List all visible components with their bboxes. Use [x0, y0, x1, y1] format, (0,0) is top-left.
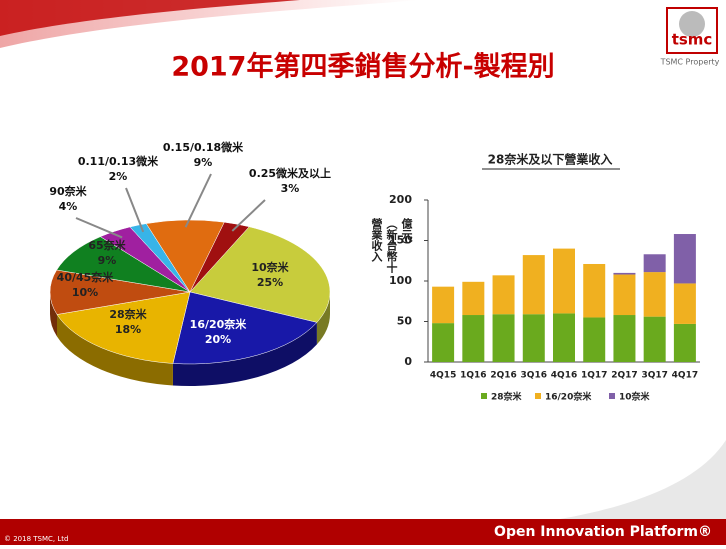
pie-value-label: 20% [205, 333, 231, 346]
x-tick-label: 2Q17 [611, 371, 637, 381]
x-tick-label: 3Q17 [641, 371, 667, 381]
bar-segment [462, 315, 485, 362]
pie-slice [145, 219, 225, 293]
pie-label: 16/20奈米 [190, 317, 248, 331]
y-tick-label: 200 [389, 193, 412, 206]
x-tick-label: 3Q16 [521, 371, 547, 381]
y-tick-label: 150 [389, 234, 412, 247]
pie-label: 0.15/0.18微米 [163, 140, 244, 154]
bar-segment [583, 317, 606, 362]
pie-label: 40/45奈米 [57, 270, 115, 284]
legend-swatch [609, 393, 615, 399]
bar-segment [673, 234, 696, 284]
pie-value-label: 9% [98, 254, 117, 267]
bar-segment [462, 281, 485, 316]
x-tick-label: 4Q16 [551, 371, 577, 381]
bar-segment [583, 263, 606, 318]
pie-side [50, 292, 58, 337]
bar-segment [643, 272, 666, 317]
bar-segment [673, 283, 696, 324]
bar-segment [613, 272, 636, 275]
pie-slice [56, 291, 191, 364]
pie-label: 10奈米 [251, 260, 289, 274]
bar-segment [522, 255, 545, 315]
leader-line [125, 187, 145, 233]
bar-segment [613, 274, 636, 316]
legend-label: 28奈米 [491, 391, 523, 403]
bar-segment [643, 316, 666, 362]
pie-value-label: 9% [194, 156, 213, 169]
slide-title: 2017年第四季銷售分析-製程別 [171, 51, 554, 83]
bar-segment [613, 315, 636, 362]
pie-label: 28奈米 [109, 307, 147, 321]
logo-circle [679, 11, 705, 37]
chart-title: 28奈米及以下營業收入 [488, 152, 613, 167]
pie-value-label: 4% [59, 200, 78, 213]
y-tick-label: 100 [389, 274, 412, 287]
pie-slice [56, 236, 191, 293]
footer-curl [560, 440, 726, 519]
bar-segment [492, 314, 515, 362]
pie-side [57, 314, 173, 386]
legend-label: 16/20奈米 [545, 391, 592, 403]
leader-line [231, 199, 266, 232]
x-tick-label: 2Q16 [490, 371, 516, 381]
pie-value-label: 10% [72, 286, 98, 299]
pie-label: 90奈米 [49, 184, 87, 198]
x-tick-label: 1Q17 [581, 371, 607, 381]
property-label: TSMC Property [660, 58, 720, 67]
leader-line [75, 217, 123, 239]
pie-slice [49, 269, 191, 315]
bar-segment [553, 248, 575, 314]
bar-segment [553, 313, 575, 362]
bar-segment [643, 254, 666, 273]
x-tick-label: 4Q15 [430, 371, 456, 381]
x-tick-label: 4Q17 [672, 371, 698, 381]
pie-slice [172, 291, 318, 365]
y-tick-label: 50 [397, 315, 413, 328]
x-tick-label: 1Q16 [460, 371, 486, 381]
pie-value-label: 25% [257, 276, 283, 289]
bar-segment [432, 286, 455, 324]
legend-swatch [535, 393, 541, 399]
bar-segment [673, 323, 696, 362]
pie-side [172, 322, 317, 386]
legend-swatch [481, 393, 487, 399]
leader-line [184, 173, 212, 228]
pie-label: 0.11/0.13微米 [78, 154, 159, 168]
pie-slice [189, 221, 250, 293]
bar-segment [522, 314, 545, 362]
footer-bar [0, 519, 726, 545]
header-swoosh-dark [0, 0, 300, 36]
pie-slice [189, 226, 331, 323]
pie-label: 0.25微米及以上 [249, 166, 331, 180]
bar-segment [492, 275, 515, 315]
pie-label: 65奈米 [88, 238, 126, 252]
pie-side [316, 292, 330, 345]
pie-value-label: 3% [281, 182, 300, 195]
copyright: © 2018 TSMC, Ltd [4, 535, 68, 543]
pie-value-label: 18% [115, 323, 141, 336]
y-axis-label: 營業收入（新台幣十億元） [370, 218, 413, 273]
bar-segment [432, 323, 455, 362]
footer-text: Open Innovation Platform® [494, 524, 712, 540]
logo-text: tsmc [672, 31, 713, 49]
pie-value-label: 2% [109, 170, 128, 183]
legend-label: 10奈米 [619, 391, 651, 403]
y-tick-label: 0 [404, 355, 412, 368]
